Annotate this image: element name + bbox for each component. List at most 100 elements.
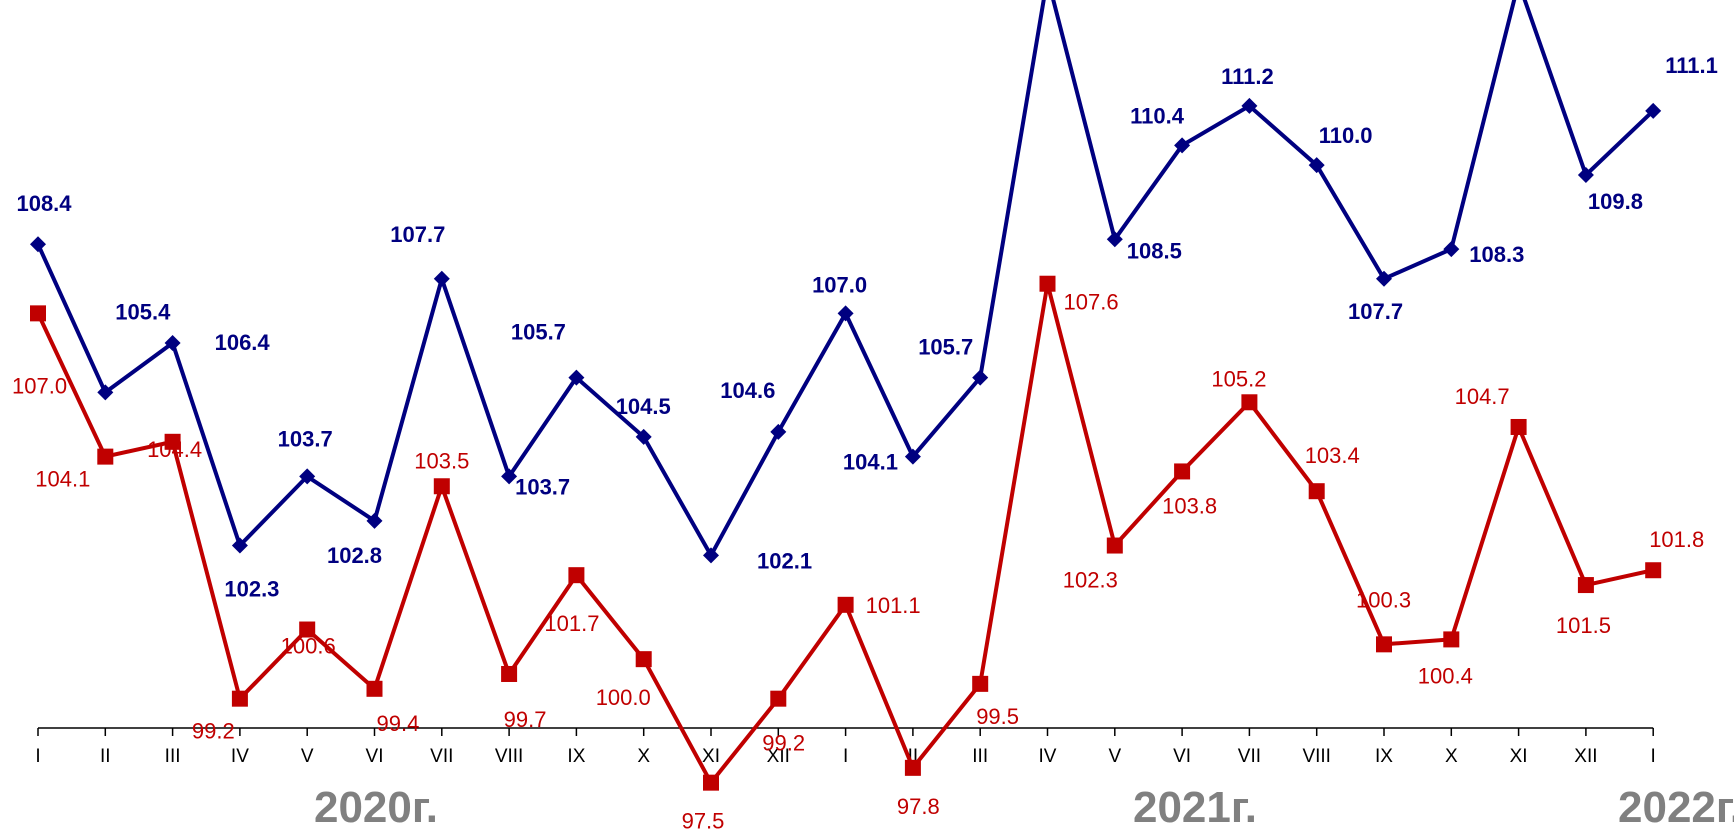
series-1-point xyxy=(97,384,114,401)
data-labels: 108.4 105.4 106.4 102.3 103.7 102.8 107.7 103.7… xyxy=(12,53,1718,834)
series-markers xyxy=(30,97,1662,791)
series-2-data-label: 99.4 xyxy=(377,711,420,736)
series-1-data-label: 102.3 xyxy=(224,577,279,602)
series-1-data-label: 107.7 xyxy=(1348,299,1403,324)
series-2-data-label: 99.5 xyxy=(976,704,1019,729)
series-2-point xyxy=(501,665,518,682)
series-1-point xyxy=(366,512,383,529)
series-2-data-label: 99.2 xyxy=(762,731,805,756)
series-2-data-label: 103.4 xyxy=(1305,443,1360,468)
series-1-data-label: 105.7 xyxy=(918,335,973,360)
series-1-data-label: 105.7 xyxy=(511,320,566,345)
series-2-data-label: 104.7 xyxy=(1455,384,1510,409)
series-2-data-label: 100.3 xyxy=(1356,587,1411,612)
series-2-data-label: 101.5 xyxy=(1556,613,1611,638)
series-1-point xyxy=(1376,270,1392,287)
series-1-data-label: 104.6 xyxy=(720,378,775,403)
series-1-data-label: 102.8 xyxy=(327,543,382,568)
series-1-data-label: 104.5 xyxy=(616,394,671,419)
series-2-data-label: 97.8 xyxy=(897,794,940,819)
x-tick-label: IX xyxy=(1375,746,1393,767)
series-2-data-label: 99.2 xyxy=(192,719,235,744)
x-tick-label: X xyxy=(1445,746,1458,767)
series-1-point xyxy=(837,305,854,322)
series-2-data-label: 105.2 xyxy=(1211,366,1266,391)
series-2-data-label: 101.7 xyxy=(544,611,599,636)
series-2-point xyxy=(231,690,248,707)
series-1-point xyxy=(1106,231,1123,248)
series-2-data-label: 97.5 xyxy=(682,809,725,834)
x-tick-label: X xyxy=(637,746,650,767)
series-2-data-label: 103.5 xyxy=(414,448,469,473)
series-1-data-label: 107.7 xyxy=(390,222,445,247)
series-2-data-label: 104.4 xyxy=(147,437,202,462)
series-2-point xyxy=(1645,562,1662,579)
series-1-data-label: 103.7 xyxy=(278,426,333,451)
x-tick-label: V xyxy=(1108,746,1121,767)
series-1-point xyxy=(164,335,181,351)
series-2-point xyxy=(97,448,114,465)
year-labels: 2020г. 2021г. 2022г. xyxy=(314,783,1734,832)
series-2-point xyxy=(1039,275,1056,292)
year-label: 2021г. xyxy=(1133,783,1257,832)
series-1-point xyxy=(703,547,719,564)
year-label: 2022г. xyxy=(1618,783,1734,832)
series-1-point xyxy=(30,236,46,253)
series-2-data-label: 103.8 xyxy=(1162,493,1217,518)
series-2-data-label: 101.8 xyxy=(1649,527,1704,552)
series-1-point xyxy=(1308,157,1325,174)
series-2-point xyxy=(299,621,316,638)
series-2-point xyxy=(837,596,854,613)
series-1-point xyxy=(299,468,316,485)
x-tick-label: VIII xyxy=(495,746,524,767)
series-1-data-label: 106.4 xyxy=(215,330,271,355)
series-1-data-label: 108.5 xyxy=(1127,238,1182,263)
x-tick-label: V xyxy=(301,746,314,767)
series-2-data-label: 101.1 xyxy=(866,593,921,618)
series-2-point xyxy=(770,690,787,707)
series-1-point xyxy=(1443,241,1460,258)
series-1-data-label: 111.1 xyxy=(1665,53,1718,78)
series-1-point xyxy=(568,369,585,386)
series-1-data-label: 109.8 xyxy=(1588,189,1643,214)
series-2-point xyxy=(1106,537,1123,554)
series-2-point xyxy=(1174,463,1191,480)
series-1-data-label: 103.7 xyxy=(515,474,570,499)
x-axis: I II III IV V VI VII VIII IX X XI XII I II III IV V VI VII… xyxy=(35,727,1656,767)
series-1-point xyxy=(972,369,989,386)
series-2-point xyxy=(30,305,46,322)
x-tick-label: XII xyxy=(1574,746,1597,767)
x-tick-label: II xyxy=(100,746,111,767)
series-1-point xyxy=(231,537,248,554)
series-2-data-label: 104.1 xyxy=(35,467,90,492)
series-2-data-label: 107.6 xyxy=(1064,290,1119,315)
series-2-point xyxy=(904,759,921,776)
x-tick-label: VII xyxy=(1238,746,1261,767)
series-1-data-label: 108.3 xyxy=(1469,242,1524,267)
series-1-point xyxy=(1645,102,1662,119)
x-tick-label: VII xyxy=(430,746,453,767)
series-2-data-label: 102.3 xyxy=(1063,568,1118,593)
series-2-point xyxy=(433,478,450,495)
series-2-data-label: 99.7 xyxy=(504,707,547,732)
series-2-point xyxy=(1308,483,1325,500)
x-tick-label: III xyxy=(165,746,181,767)
series-1-data-label: 102.1 xyxy=(757,548,812,573)
x-tick-label: VI xyxy=(366,746,384,767)
series-1-point xyxy=(433,270,450,287)
series-2-point xyxy=(164,433,181,450)
series-1-point xyxy=(1241,97,1258,114)
series-2-data-label: 100.4 xyxy=(1418,663,1473,688)
series-1-point xyxy=(1174,137,1191,154)
series-1-point xyxy=(904,448,921,465)
series-2-data-label: 107.0 xyxy=(12,373,67,398)
x-tick-label: I xyxy=(35,746,40,767)
x-tick-label: VIII xyxy=(1302,746,1331,767)
x-tick-label: I xyxy=(843,746,848,767)
series-lines xyxy=(36,0,1655,787)
series-2-point xyxy=(568,567,585,584)
x-tick-label: VI xyxy=(1173,746,1191,767)
series-2-point xyxy=(366,680,383,697)
series-1-point xyxy=(770,423,787,440)
